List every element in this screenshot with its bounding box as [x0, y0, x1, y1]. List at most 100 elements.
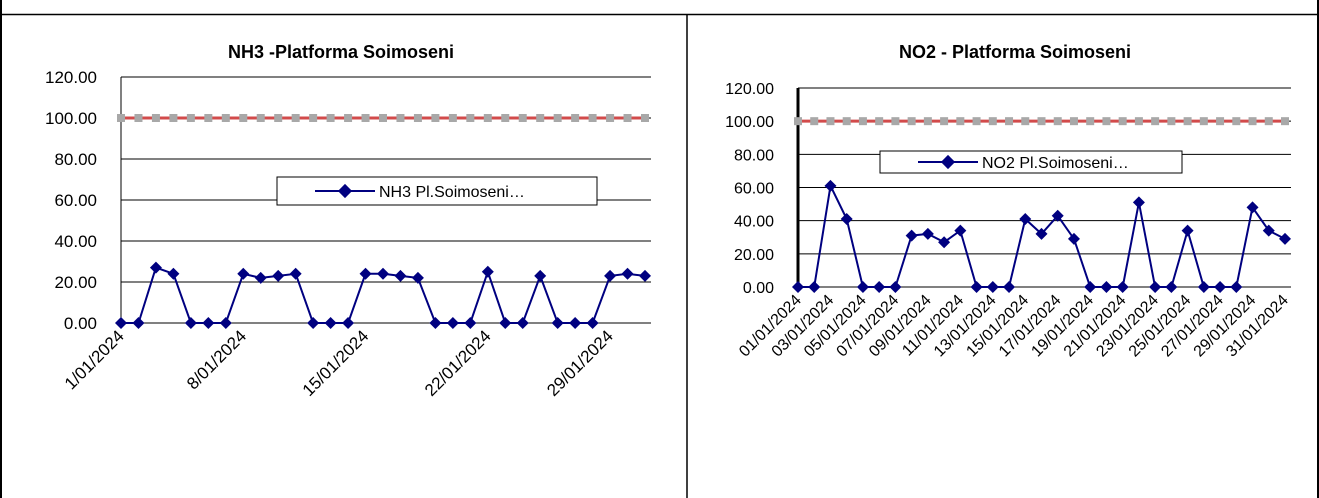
limit-marker — [571, 114, 580, 122]
x-tick-label: 22/01/2024 — [421, 326, 495, 400]
y-tick-label: 120.00 — [45, 68, 97, 87]
data-point — [938, 236, 951, 249]
data-point — [377, 267, 389, 280]
data-point — [986, 281, 999, 293]
data-point — [551, 317, 564, 329]
data-point — [167, 267, 180, 280]
data-point — [132, 317, 145, 329]
limit-marker — [117, 114, 125, 122]
limit-marker — [606, 114, 615, 122]
data-point — [254, 271, 267, 284]
limit-marker — [169, 114, 178, 122]
data-point — [621, 267, 634, 280]
x-tick-label: 1/01/2024 — [61, 326, 128, 393]
data-point — [359, 267, 372, 280]
limit-marker — [431, 114, 440, 122]
data-point — [1230, 281, 1243, 293]
limit-marker — [641, 114, 649, 122]
limit-marker — [326, 114, 335, 122]
y-tick-label: 40.00 — [734, 214, 774, 231]
data-point — [1149, 281, 1162, 293]
data-point — [394, 269, 407, 282]
x-tick-label: 15/01/2024 — [299, 326, 373, 400]
data-point — [516, 317, 529, 329]
limit-marker — [536, 114, 545, 122]
data-point — [1279, 232, 1291, 245]
limit-marker — [186, 114, 195, 122]
data-point — [1003, 281, 1016, 293]
legend-marker — [337, 183, 353, 199]
data-point — [1246, 201, 1259, 214]
limit-marker — [501, 114, 510, 122]
data-point — [1067, 232, 1080, 245]
data-point — [481, 265, 494, 278]
data-point — [856, 281, 869, 293]
limit-marker — [221, 114, 230, 122]
limit-marker — [1264, 117, 1273, 126]
y-tick-label: 20.00 — [734, 247, 774, 264]
legend-label: NH3 Pl.Soimoseni… — [379, 184, 525, 201]
legend-box — [879, 150, 1183, 174]
data-point — [604, 269, 617, 282]
legend-marker — [940, 154, 956, 170]
limit-marker — [466, 114, 475, 122]
limit-marker — [1167, 117, 1176, 126]
nh3-chart: NH3 -Platforma Soimoseni 0.00 20.00 40.00 6… — [45, 42, 651, 400]
data-point — [569, 317, 582, 329]
data-point — [289, 267, 302, 280]
limit-marker — [826, 117, 835, 126]
data-point — [840, 213, 853, 226]
data-point — [873, 281, 886, 293]
data-point — [1165, 281, 1178, 293]
limit-marker — [907, 117, 916, 126]
chart-title: NO2 - Platforma Soimoseni — [899, 42, 1131, 62]
limit-marker — [309, 114, 318, 122]
data-point — [954, 224, 967, 237]
data-point — [889, 281, 902, 293]
data-point — [586, 317, 599, 329]
x-tick-label: 8/01/2024 — [183, 326, 250, 393]
data-point — [499, 317, 512, 329]
limit-marker — [1005, 117, 1014, 126]
data-point — [970, 281, 983, 293]
limit-marker — [875, 117, 884, 126]
data-point — [149, 261, 162, 274]
limit-marker — [1216, 117, 1225, 126]
y-tick-label: 40.00 — [54, 232, 97, 251]
limit-marker — [842, 117, 851, 126]
limit-marker — [1118, 117, 1127, 126]
limit-marker — [956, 117, 965, 126]
data-point — [1019, 213, 1032, 226]
limit-marker — [1069, 117, 1078, 126]
data-point — [1132, 196, 1145, 209]
y-tick-label: 100.00 — [725, 114, 774, 131]
y-tick-label: 0.00 — [64, 314, 97, 333]
legend: NO2 Pl.Soimoseni… — [879, 150, 1183, 174]
chart-title: NH3 -Platforma Soimoseni — [228, 42, 454, 62]
y-tick-label: 80.00 — [734, 147, 774, 164]
y-tick-label: 60.00 — [734, 181, 774, 198]
limit-marker — [1134, 117, 1143, 126]
limit-marker — [972, 117, 981, 126]
no2-chart: NO2 - Platforma Soimoseni 0.00 20.00 40.00… — [725, 42, 1292, 360]
limit-marker — [588, 114, 597, 122]
data-point — [464, 317, 477, 329]
y-tick-label: 120.00 — [725, 81, 774, 98]
data-point — [824, 179, 837, 192]
data-point — [115, 317, 127, 329]
data-point — [237, 267, 250, 280]
limit-marker — [134, 114, 143, 122]
data-point — [1035, 227, 1048, 240]
data-point — [411, 271, 424, 284]
y-tick-label: 100.00 — [45, 109, 97, 128]
limit-marker — [1232, 117, 1241, 126]
data-point — [1197, 281, 1210, 293]
data-point — [324, 317, 337, 329]
data-point — [1051, 209, 1064, 222]
data-point — [272, 269, 285, 282]
y-tick-label: 60.00 — [54, 191, 97, 210]
data-point — [639, 269, 651, 282]
data-point — [905, 229, 918, 242]
data-point — [1116, 281, 1129, 293]
